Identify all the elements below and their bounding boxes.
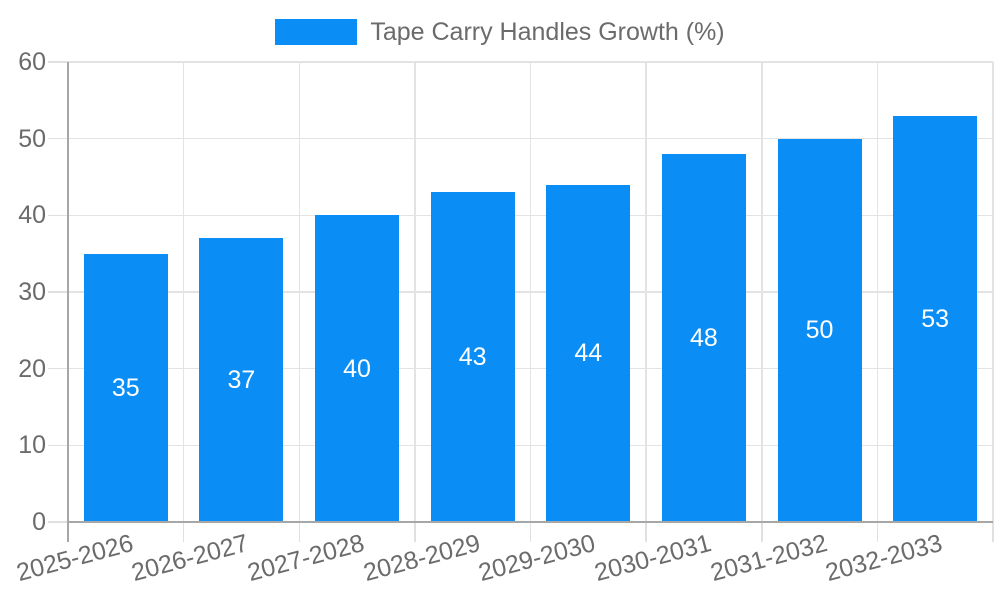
x-tick [761, 522, 763, 542]
y-axis-label: 30 [18, 278, 46, 306]
bar-value-label: 48 [690, 324, 718, 352]
bar[interactable] [777, 138, 862, 522]
bar[interactable] [430, 192, 515, 522]
x-gridline [529, 62, 532, 522]
bar-value-label: 40 [343, 354, 371, 383]
x-gridline [645, 62, 647, 522]
bar[interactable] [661, 154, 746, 522]
bar[interactable] [199, 238, 284, 522]
bar[interactable] [546, 184, 631, 522]
bar-value-label: 53 [921, 304, 950, 333]
x-tick [645, 522, 647, 542]
bar[interactable] [315, 215, 400, 522]
x-tick [298, 522, 300, 542]
y-axis-label: 10 [18, 431, 46, 460]
y-tick [48, 137, 68, 140]
y-tick [48, 214, 68, 217]
y-axis-line [66, 62, 69, 542]
bar-value-label: 50 [805, 316, 834, 345]
y-axis-label: 40 [18, 201, 46, 230]
legend-label: Tape Carry Handles Growth (%) [370, 18, 725, 46]
x-tick [182, 522, 185, 542]
y-tick [48, 444, 68, 447]
bar-value-label: 43 [458, 343, 487, 372]
x-tick [876, 522, 879, 542]
y-axis-label: 60 [18, 48, 46, 76]
x-tick [529, 522, 532, 542]
x-gridline [298, 62, 300, 522]
y-tick [48, 61, 68, 63]
bar-value-label: 37 [227, 366, 256, 395]
x-gridline [992, 62, 994, 522]
x-tick [992, 522, 994, 542]
x-gridline [761, 62, 763, 522]
y-axis-label: 50 [18, 124, 46, 153]
y-tick [48, 521, 68, 523]
legend-swatch [275, 19, 358, 45]
bar-value-label: 44 [574, 339, 603, 368]
y-axis-label: 0 [32, 508, 46, 536]
x-gridline [876, 62, 879, 522]
x-gridline [182, 62, 185, 522]
x-gridline [414, 62, 416, 522]
y-tick [48, 367, 68, 370]
x-axis-line [68, 520, 993, 523]
y-axis-label: 20 [18, 354, 46, 383]
bar[interactable] [83, 253, 168, 522]
x-tick [414, 522, 416, 542]
bar[interactable] [893, 115, 978, 522]
bar-value-label: 35 [111, 373, 140, 402]
chart-legend[interactable]: Tape Carry Handles Growth (%) [0, 18, 1000, 46]
y-tick [48, 291, 68, 293]
